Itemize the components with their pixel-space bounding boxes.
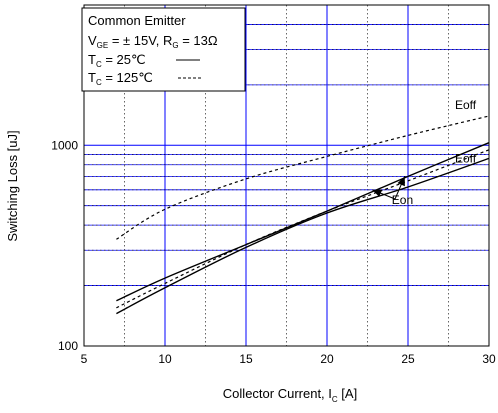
- legend-line-2-sub2: G: [172, 41, 178, 50]
- annotation-eoff: Eoff: [455, 98, 477, 112]
- legend-line-3: TC = 25℃: [88, 52, 146, 69]
- legend-line-2-suffix: = 13Ω: [179, 33, 218, 48]
- series-line-1: [116, 157, 490, 315]
- tick-labels: 5 10 15 20 25 30 100 1000: [51, 138, 496, 366]
- legend-line-2-mid: = ± 15V, R: [108, 33, 172, 48]
- x-axis-label-unit: [A]: [338, 386, 358, 401]
- y-tick-label: 1000: [51, 138, 78, 152]
- eon-arrow-head: [372, 189, 383, 197]
- legend-line-2-prefix: V: [88, 33, 97, 48]
- x-tick-label: 10: [158, 352, 172, 366]
- x-tick-label: 15: [239, 352, 253, 366]
- annotation-eoff: Eoff: [455, 152, 477, 166]
- legend-line-3-sub: C: [96, 60, 102, 69]
- legend-line-4-sub: C: [96, 78, 102, 87]
- legend-line-3-suffix: = 25℃: [102, 52, 146, 67]
- x-tick-label: 5: [81, 352, 88, 366]
- x-axis-label-sub: C: [332, 395, 338, 404]
- legend-box: Common Emitter VGE = ± 15V, RG = 13Ω TC …: [81, 7, 246, 92]
- x-axis-label-main: Collector Current, I: [223, 386, 332, 401]
- annotations: Eoff Eoff Eon: [392, 98, 477, 207]
- x-tick-label: 25: [401, 352, 415, 366]
- eon-arrow-head: [397, 176, 405, 187]
- x-tick-label: 30: [482, 352, 496, 366]
- x-axis-label: Collector Current, IC [A]: [223, 386, 357, 404]
- y-axis-label: Switching Loss [uJ]: [5, 130, 20, 241]
- legend-line-2: VGE = ± 15V, RG = 13Ω: [88, 33, 218, 50]
- legend-frame: [81, 7, 246, 92]
- legend-line-4: TC = 125℃: [88, 70, 153, 87]
- legend-line-2-sub: GE: [97, 41, 109, 50]
- x-tick-label: 20: [320, 352, 334, 366]
- legend-line-4-prefix: T: [88, 70, 96, 85]
- series-line-3: [116, 149, 490, 309]
- legend-line-3-prefix: T: [88, 52, 96, 67]
- legend-line-1: Common Emitter: [88, 13, 186, 28]
- legend-line-4-suffix: = 125℃: [102, 70, 153, 85]
- annotation-eon: Eon: [392, 193, 413, 207]
- arrow-group: [372, 176, 406, 200]
- series-line-2: [116, 115, 490, 240]
- series-line-0: [116, 142, 490, 302]
- series-group: [116, 115, 490, 315]
- y-tick-label: 100: [58, 339, 78, 353]
- plot-frame: [83, 4, 490, 347]
